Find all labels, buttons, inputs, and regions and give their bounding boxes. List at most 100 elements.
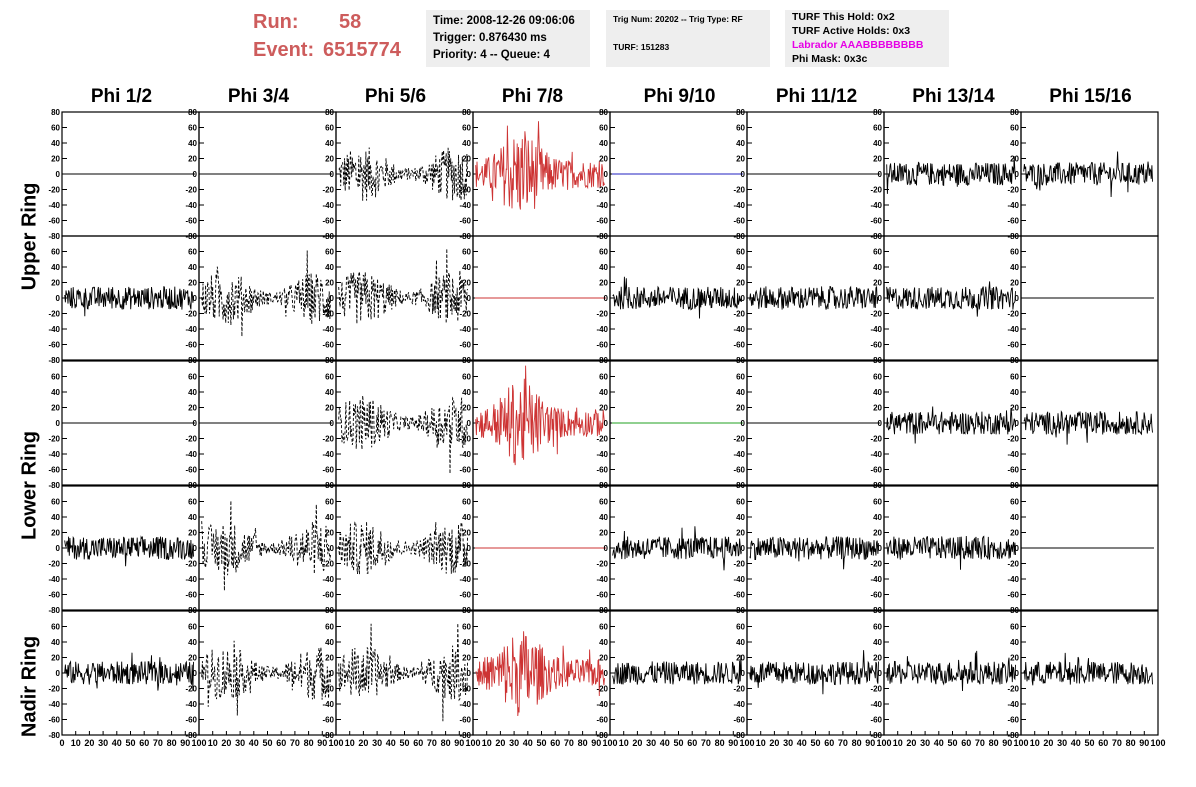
y-tick-label: 20 [873, 654, 882, 663]
y-tick-label: 60 [736, 248, 745, 257]
x-tick-label: 20 [632, 738, 642, 748]
x-tick-label: 80 [578, 738, 588, 748]
y-tick-label: -40 [1007, 450, 1019, 459]
y-tick-label: -40 [733, 575, 745, 584]
y-tick-label: 40 [188, 638, 197, 647]
waveform-trace [886, 281, 1016, 317]
x-tick-label: 40 [112, 738, 122, 748]
waveform-trace [338, 623, 468, 722]
y-tick-label: 60 [736, 623, 745, 632]
y-tick-label: -20 [459, 186, 471, 195]
y-tick-label: 0 [193, 669, 198, 678]
y-tick-label: 60 [188, 248, 197, 257]
y-tick-label: 20 [325, 654, 334, 663]
x-tick-label: 20 [84, 738, 94, 748]
y-tick-label: 0 [604, 544, 609, 553]
y-tick-label: -40 [459, 325, 471, 334]
y-tick-label: 0 [878, 669, 883, 678]
y-tick-label: -60 [459, 716, 471, 725]
y-tick-label: -80 [48, 232, 60, 241]
y-tick-label: 20 [51, 654, 60, 663]
y-tick-label: -40 [185, 575, 197, 584]
y-tick-label: 40 [325, 263, 334, 272]
y-tick-label: -60 [596, 341, 608, 350]
x-tick-label: 50 [536, 738, 546, 748]
y-tick-label: -20 [322, 560, 334, 569]
y-tick-label: 40 [325, 638, 334, 647]
y-tick-label: 60 [736, 373, 745, 382]
x-tick-label: 50 [1084, 738, 1094, 748]
y-tick-label: 20 [462, 155, 471, 164]
y-tick-label: 0 [604, 294, 609, 303]
x-tick-label: 30 [920, 738, 930, 748]
y-tick-label: -20 [322, 685, 334, 694]
y-tick-label: -40 [185, 201, 197, 210]
x-tick-label: 50 [399, 738, 409, 748]
y-tick-label: -40 [596, 700, 608, 709]
x-tick-label: 70 [1112, 738, 1122, 748]
x-tick-label: 30 [235, 738, 245, 748]
y-tick-label: -40 [596, 201, 608, 210]
y-tick-label: 40 [188, 388, 197, 397]
x-tick-label: 20 [495, 738, 505, 748]
y-tick-label: -60 [459, 217, 471, 226]
y-tick-label: 20 [1010, 654, 1019, 663]
y-tick-label: -60 [1007, 466, 1019, 475]
y-tick-label: 80 [873, 108, 882, 117]
x-tick-label: 80 [304, 738, 314, 748]
y-tick-label: -60 [48, 217, 60, 226]
y-tick-label: 0 [878, 170, 883, 179]
y-tick-label: -40 [870, 325, 882, 334]
y-tick-label: -20 [185, 435, 197, 444]
trig-num-text: Trig Num: 20202 -- Trig Type: RF [613, 14, 743, 24]
y-tick-label: 60 [736, 498, 745, 507]
waveform-trace [338, 248, 468, 324]
y-tick-label: -20 [322, 186, 334, 195]
y-tick-label: 60 [51, 248, 60, 257]
y-tick-label: -60 [459, 466, 471, 475]
y-tick-label: -60 [185, 341, 197, 350]
y-tick-label: 0 [741, 294, 746, 303]
column-header-phi-9-10: Phi 9/10 [643, 86, 716, 107]
y-tick-label: -20 [596, 186, 608, 195]
y-tick-label: 0 [878, 294, 883, 303]
x-tick-label: 50 [262, 738, 272, 748]
x-tick-label: 70 [564, 738, 574, 748]
waveform-trace [886, 650, 1016, 692]
y-tick-label: -80 [185, 731, 197, 740]
y-tick-label: -60 [1007, 716, 1019, 725]
x-tick-label: 40 [249, 738, 259, 748]
y-tick-label: 20 [188, 404, 197, 413]
time-text: Time: 2008-12-26 09:06:06 [433, 15, 575, 27]
y-tick-label: 20 [325, 529, 334, 538]
y-tick-label: 40 [873, 638, 882, 647]
waveform-trace [749, 285, 879, 310]
y-tick-label: 40 [51, 263, 60, 272]
y-tick-label: 80 [736, 108, 745, 117]
y-tick-label: 40 [736, 263, 745, 272]
y-tick-label: 40 [599, 139, 608, 148]
y-tick-label: 60 [873, 498, 882, 507]
y-tick-label: -60 [596, 716, 608, 725]
y-tick-label: -60 [322, 716, 334, 725]
waveform-trace [475, 631, 605, 717]
y-tick-label: -40 [48, 700, 60, 709]
y-tick-label: 0 [467, 170, 472, 179]
x-tick-label: 50 [673, 738, 683, 748]
y-tick-label: 0 [741, 170, 746, 179]
y-tick-label: 0 [878, 544, 883, 553]
y-tick-label: 0 [741, 419, 746, 428]
x-tick-label: 80 [715, 738, 725, 748]
x-tick-label: 30 [1057, 738, 1067, 748]
y-tick-label: -20 [733, 310, 745, 319]
x-tick-label: 20 [358, 738, 368, 748]
y-tick-label: -20 [459, 435, 471, 444]
y-tick-label: 60 [325, 248, 334, 257]
waveform-trace [475, 121, 605, 210]
